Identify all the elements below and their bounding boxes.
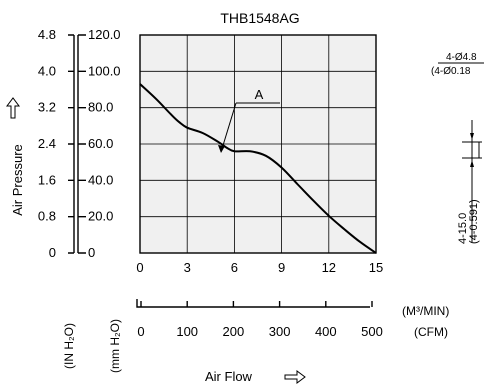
x-tick-label-cfm: 500 [361, 324, 383, 339]
annotation-pointer [220, 102, 237, 153]
y-tick-label-mm: 100.0 [88, 63, 121, 78]
hole-label: 4-Ø4.8 [446, 52, 477, 63]
y-tick-label-mm: 0 [88, 245, 95, 260]
series-label: A [255, 87, 264, 102]
y-tick-labels-in: 0 0.8 1.6 2.4 3.2 4.0 4.8 [38, 27, 56, 260]
mechanical-drawing-fragment: 4-Ø4.8 (4-Ø0.18 4-15.0 (4-0.591) [431, 52, 484, 244]
x-tick-label-cfm: 100 [176, 324, 198, 339]
dimension-arrow-top [470, 133, 474, 140]
x-tick-label-m3: 0 [136, 260, 143, 275]
x-tick-label-cfm: 0 [137, 324, 144, 339]
x-tick-label-cfm: 200 [223, 324, 245, 339]
x-unit-secondary: (CFM) [414, 325, 448, 339]
x-tick-label-m3: 9 [278, 260, 285, 275]
up-arrow-icon [6, 97, 20, 119]
chart-title: THB1548AG [220, 10, 299, 26]
y-tick-label-mm: 120.0 [88, 27, 121, 42]
y-tick-label-in: 2.4 [38, 136, 56, 151]
annotation-arrowhead [218, 145, 225, 153]
y-tick-label-in: 4.0 [38, 63, 56, 78]
y-tick-label-in: 1.6 [38, 172, 56, 187]
x-tick-labels-m3: 0 3 6 9 12 15 [136, 260, 383, 275]
y-unit-inner: (mm H₂O) [108, 319, 122, 373]
plot-grid [140, 35, 376, 253]
x-tick-label-cfm: 300 [269, 324, 291, 339]
y-tick-label-in: 4.8 [38, 27, 56, 42]
spacing-label: 4-15.0 [457, 213, 469, 244]
y-tick-label-mm: 20.0 [88, 209, 113, 224]
dimension-arrow-bottom [470, 160, 474, 167]
x-axis-label: Air Flow [205, 369, 253, 384]
x-tick-label-m3: 15 [369, 260, 383, 275]
x-tick-label-m3: 3 [184, 260, 191, 275]
y-tick-label-mm: 40.0 [88, 172, 113, 187]
hole-label-inch: (4-Ø0.18 [431, 66, 471, 77]
right-arrow-icon [284, 370, 306, 384]
spacing-label-inch: (4-0.591) [468, 199, 480, 244]
y-tick-label-in: 0 [49, 245, 56, 260]
y-tick-label-mm: 80.0 [88, 100, 113, 115]
x-tick-labels-cfm: 0 100 200 300 400 500 [137, 324, 382, 339]
y-tick-label-in: 3.2 [38, 100, 56, 115]
y-axis-in [68, 34, 75, 254]
y-tick-labels-mm: 0 20.0 40.0 60.0 80.0 100.0 120.0 [88, 27, 121, 260]
y-axis-mm [77, 34, 86, 254]
x-tick-label-m3: 12 [322, 260, 336, 275]
y-tick-label-mm: 60.0 [88, 136, 113, 151]
x-tick-label-cfm: 400 [315, 324, 337, 339]
series-curve [139, 83, 377, 254]
x-unit-primary: (M³/MIN) [402, 304, 449, 318]
y-axis-label: Air Pressure [10, 144, 25, 216]
x-axis-cfm [136, 299, 373, 308]
x-tick-label-m3: 6 [231, 260, 238, 275]
y-unit-outer: (IN H₂O) [62, 323, 76, 369]
y-tick-label-in: 0.8 [38, 209, 56, 224]
